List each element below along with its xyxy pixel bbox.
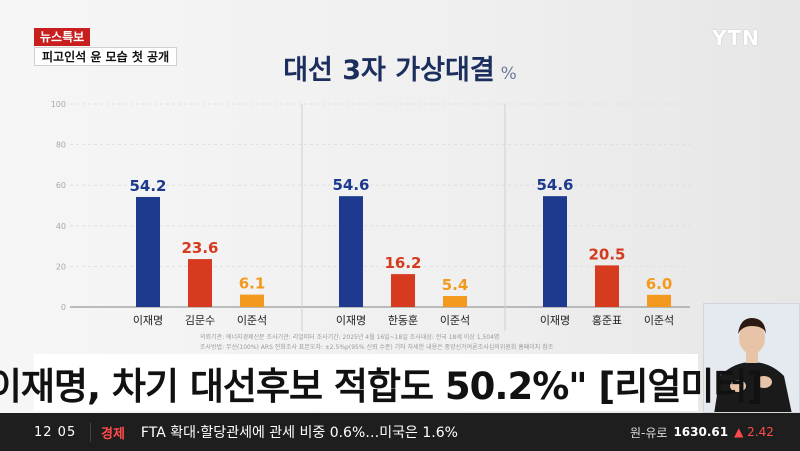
source-line-1: 의뢰기관: 에너지경제신문 조사기관: 리얼미터 조사기간: 2025년 4월 … (200, 334, 500, 341)
interpreter-figure-icon (704, 304, 799, 412)
bar (240, 294, 264, 307)
y-tick-label: 0 (61, 303, 66, 312)
sub-headline-tag: 피고인석 윤 모습 첫 공개 (34, 47, 178, 66)
data-label: 54.2 (129, 177, 166, 195)
data-label: 6.0 (646, 275, 673, 293)
breaking-news-tag: 뉴스특보 (34, 28, 91, 46)
y-tick-label: 40 (56, 222, 66, 231)
category-label: 홍준표 (592, 313, 622, 327)
y-tick-label: 20 (56, 262, 66, 271)
category-label: 이준석 (237, 314, 267, 327)
fx-value: 1630.61 (673, 425, 729, 439)
category-label: 김문수 (185, 314, 215, 327)
bar (339, 196, 363, 307)
data-label: 23.6 (181, 239, 218, 257)
category-label: 이재명 (133, 314, 163, 327)
exchange-rate: 원-유로 1630.61 ▲ 2.42 (630, 424, 800, 441)
headline-text: "이재명, 차기 대선후보 적합도 50.2%" [리얼미터] (0, 364, 763, 408)
fx-label: 원-유로 (630, 425, 668, 440)
category-label: 이준석 (440, 314, 470, 327)
category-label: 한동훈 (388, 314, 418, 327)
bar (543, 196, 567, 307)
y-tick-label: 100 (51, 100, 66, 109)
data-label: 54.6 (332, 176, 369, 194)
data-label: 16.2 (384, 254, 421, 272)
news-ticker: 12 05 경제 FTA 확대·할당관세에 관세 비중 0.6%…미국은 1.6… (0, 413, 800, 451)
category-label: 이준석 (644, 314, 674, 327)
data-label: 54.6 (536, 176, 573, 194)
bar (391, 274, 415, 307)
category-label: 이재명 (540, 314, 570, 327)
category-label: 이재명 (336, 314, 366, 327)
data-label: 5.4 (442, 276, 469, 294)
survey-source: 의뢰기관: 에너지경제신문 조사기관: 리얼미터 조사기간: 2025년 4월 … (200, 333, 690, 353)
chart-title-text: 대선 3자 가상대결 (283, 55, 495, 86)
ytn-logo: YTN (712, 26, 760, 50)
bar (188, 259, 212, 307)
fx-change: ▲ 2.42 (734, 425, 774, 439)
y-tick-label: 80 (56, 141, 66, 150)
data-label: 6.1 (239, 275, 266, 293)
ticker-time: 12 05 (34, 424, 77, 440)
bar (647, 294, 671, 307)
chart-unit: % (500, 64, 517, 84)
ticker-category: 경제 (90, 422, 135, 442)
source-line-2: 조사방법: 무선(100%) ARS 전화조사 표본오차: ±2.5%p(95%… (200, 344, 554, 351)
bar (136, 196, 160, 307)
ticker-news: FTA 확대·할당관세에 관세 비중 0.6%…미국은 1.6% (140, 425, 458, 441)
chart-title: 대선 3자 가상대결% (0, 48, 800, 87)
sign-language-interpreter (703, 303, 800, 413)
bar (595, 265, 619, 307)
headline-banner: "이재명, 차기 대선후보 적합도 50.2%" [리얼미터] (0, 354, 763, 411)
data-label: 20.5 (588, 245, 625, 263)
bar (443, 296, 467, 307)
y-tick-label: 60 (56, 181, 66, 190)
